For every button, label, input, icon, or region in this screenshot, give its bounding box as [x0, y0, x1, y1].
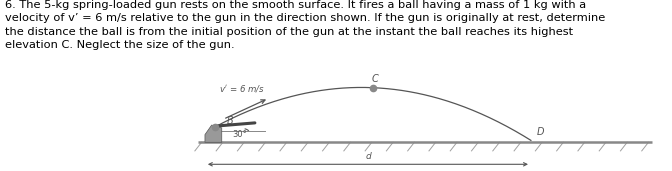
Text: C: C: [372, 74, 378, 84]
Text: D: D: [536, 127, 544, 137]
Text: $v'$ = 6 m/s: $v'$ = 6 m/s: [219, 83, 265, 94]
Polygon shape: [205, 125, 222, 142]
Text: 30°: 30°: [232, 130, 247, 139]
Text: 6. The 5-kg spring-loaded gun rests on the smooth surface. It fires a ball havin: 6. The 5-kg spring-loaded gun rests on t…: [5, 0, 605, 50]
Text: B: B: [226, 116, 233, 126]
Text: d: d: [366, 152, 371, 161]
